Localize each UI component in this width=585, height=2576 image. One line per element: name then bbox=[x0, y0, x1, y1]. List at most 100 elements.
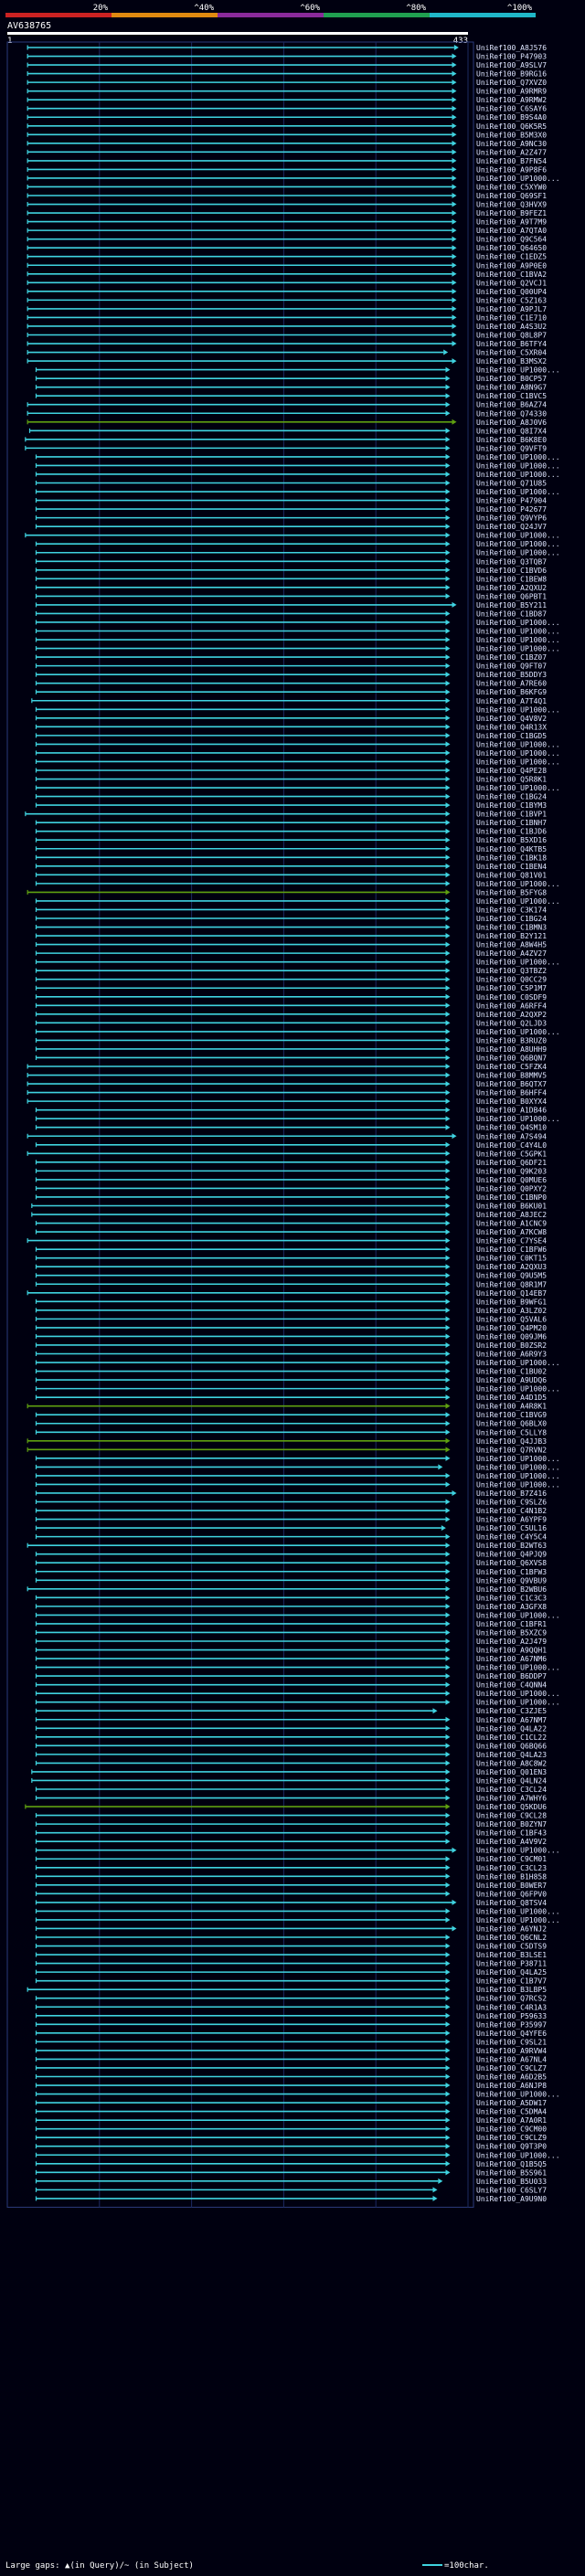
hit-end-arrow bbox=[445, 1437, 451, 1444]
hit-label: UniRef100_Q6BLX0 bbox=[476, 1420, 547, 1428]
hit-end-arrow bbox=[445, 1002, 451, 1009]
hit-label: UniRef100_A8C8W2 bbox=[476, 1759, 547, 1767]
hit-end-arrow bbox=[445, 1098, 451, 1105]
hit-label: UniRef100_B9WFG1 bbox=[476, 1298, 547, 1306]
hit-end-arrow bbox=[445, 863, 451, 869]
hit-end-arrow bbox=[445, 1620, 451, 1627]
hit-label: UniRef100_Q4PM20 bbox=[476, 1324, 547, 1332]
hit-end-arrow bbox=[445, 897, 451, 904]
hit-end-arrow bbox=[445, 1107, 451, 1113]
hit-end-arrow bbox=[445, 924, 451, 930]
hit-label: UniRef100_A7RE60 bbox=[476, 680, 547, 688]
hit-end-arrow bbox=[445, 1299, 451, 1305]
hit-label: UniRef100_Q9VBU9 bbox=[476, 1576, 547, 1585]
hit-label: UniRef100_C0KT15 bbox=[476, 1255, 547, 1263]
hit-end-arrow bbox=[445, 1055, 451, 1061]
hit-end-arrow bbox=[445, 1481, 451, 1488]
hit-end-arrow bbox=[445, 1585, 451, 1592]
hit-end-arrow bbox=[445, 2030, 451, 2036]
hit-label: UniRef100_Q9U5M5 bbox=[476, 1272, 547, 1280]
hit-end-arrow bbox=[452, 314, 457, 321]
hit-end-arrow bbox=[445, 1542, 451, 1549]
hit-end-arrow bbox=[445, 2135, 451, 2141]
hit-end-arrow bbox=[452, 80, 457, 86]
hit-label: UniRef100_Q2VCJ1 bbox=[476, 279, 547, 287]
hit-label: UniRef100_A9QQH1 bbox=[476, 1647, 547, 1655]
hit-label: UniRef100_UP1000... bbox=[476, 532, 560, 540]
hit-end-arrow bbox=[445, 1377, 451, 1383]
hit-label: UniRef100_A6D2B5 bbox=[476, 2072, 547, 2081]
hit-end-arrow bbox=[445, 1412, 451, 1418]
hit-end-arrow bbox=[445, 384, 451, 390]
hit-label: UniRef100_B6TFY4 bbox=[476, 340, 547, 348]
hit-label: UniRef100_C7YSE4 bbox=[476, 1237, 547, 1246]
hit-end-arrow bbox=[452, 1899, 457, 1905]
hit-label: UniRef100_C3K174 bbox=[476, 906, 547, 914]
hit-end-arrow bbox=[432, 2187, 438, 2193]
hit-label: UniRef100_C9SLZ6 bbox=[476, 1499, 547, 1507]
hit-end-arrow bbox=[445, 654, 451, 661]
hit-label: UniRef100_C3CL24 bbox=[476, 1786, 547, 1794]
hit-label: UniRef100_UP1000... bbox=[476, 1480, 560, 1489]
hit-end-arrow bbox=[445, 1185, 451, 1192]
hit-end-arrow bbox=[452, 122, 457, 129]
hit-label: UniRef100_C5XR04 bbox=[476, 349, 547, 357]
hit-end-arrow bbox=[445, 497, 451, 504]
hit-end-arrow bbox=[445, 471, 451, 477]
hit-label: UniRef100_A9SLV7 bbox=[476, 61, 547, 69]
hit-end-arrow bbox=[445, 1037, 451, 1044]
hit-end-arrow bbox=[445, 1141, 451, 1148]
hit-end-arrow bbox=[445, 689, 451, 695]
hit-label: UniRef100_A9P0E0 bbox=[476, 261, 547, 270]
hit-end-arrow bbox=[445, 854, 451, 861]
hit-end-arrow bbox=[452, 114, 457, 121]
hit-end-arrow bbox=[452, 305, 457, 312]
hit-label: UniRef100_A6RFF4 bbox=[476, 1002, 547, 1010]
hit-end-arrow bbox=[445, 1150, 451, 1157]
hit-end-arrow bbox=[452, 140, 457, 146]
hit-label: UniRef100_B0ZSR2 bbox=[476, 1341, 547, 1350]
hit-label: UniRef100_UP1000... bbox=[476, 880, 560, 888]
hit-label: UniRef100_Q9VFT9 bbox=[476, 444, 547, 452]
hit-label: UniRef100_Q6DF21 bbox=[476, 1159, 547, 1167]
hit-label: UniRef100_B3MSX2 bbox=[476, 357, 547, 366]
hit-end-arrow bbox=[445, 1333, 451, 1340]
hit-label: UniRef100_Q24JV7 bbox=[476, 523, 547, 531]
hit-label: UniRef100_B6QTX7 bbox=[476, 1080, 547, 1088]
hit-label: UniRef100_B5DDY3 bbox=[476, 671, 547, 679]
hit-label: UniRef100_A2QXU2 bbox=[476, 584, 547, 592]
hit-end-arrow bbox=[452, 332, 457, 338]
hit-label: UniRef100_A9RMW2 bbox=[476, 96, 547, 104]
hit-label: UniRef100_Q00UP4 bbox=[476, 288, 547, 296]
hit-label: UniRef100_C1BVA2 bbox=[476, 270, 547, 279]
hit-label: UniRef100_Q09JM6 bbox=[476, 1332, 547, 1341]
identity-bin-label: ^60% bbox=[300, 4, 320, 13]
hit-label: UniRef100_B2Y121 bbox=[476, 932, 547, 940]
hit-end-arrow bbox=[445, 732, 451, 738]
hit-end-arrow bbox=[445, 872, 451, 878]
hit-end-arrow bbox=[445, 2064, 451, 2071]
hit-label: UniRef100_A5DW17 bbox=[476, 2099, 547, 2107]
hit-end-arrow bbox=[445, 1246, 451, 1253]
hit-end-arrow bbox=[445, 1220, 451, 1226]
hit-end-arrow bbox=[445, 436, 451, 442]
hit-label: UniRef100_A67NM6 bbox=[476, 1655, 547, 1663]
hit-end-arrow bbox=[445, 959, 451, 965]
hit-label: UniRef100_A67NL4 bbox=[476, 2055, 547, 2063]
hit-label: UniRef100_Q4R13X bbox=[476, 723, 547, 731]
hit-end-arrow bbox=[445, 1168, 451, 1174]
hit-label: UniRef100_C1BD87 bbox=[476, 610, 547, 618]
hit-end-arrow bbox=[445, 1995, 451, 2001]
hit-end-arrow bbox=[452, 62, 457, 69]
hit-label: UniRef100_Q01EN3 bbox=[476, 1768, 547, 1776]
hit-label: UniRef100_Q6BQ66 bbox=[476, 1742, 547, 1750]
hit-end-arrow bbox=[445, 828, 451, 834]
hit-label: UniRef100_A9NC30 bbox=[476, 140, 547, 148]
hit-label: UniRef100_C1BF43 bbox=[476, 1829, 547, 1838]
hit-label: UniRef100_B6HFF4 bbox=[476, 1089, 547, 1097]
hit-label: UniRef100_Q6FPV0 bbox=[476, 1890, 547, 1898]
hit-end-arrow bbox=[445, 1089, 451, 1096]
hit-end-arrow bbox=[445, 549, 451, 556]
hit-label: UniRef100_Q9T3P0 bbox=[476, 2143, 547, 2151]
hit-label: UniRef100_A6R9Y3 bbox=[476, 1351, 547, 1359]
